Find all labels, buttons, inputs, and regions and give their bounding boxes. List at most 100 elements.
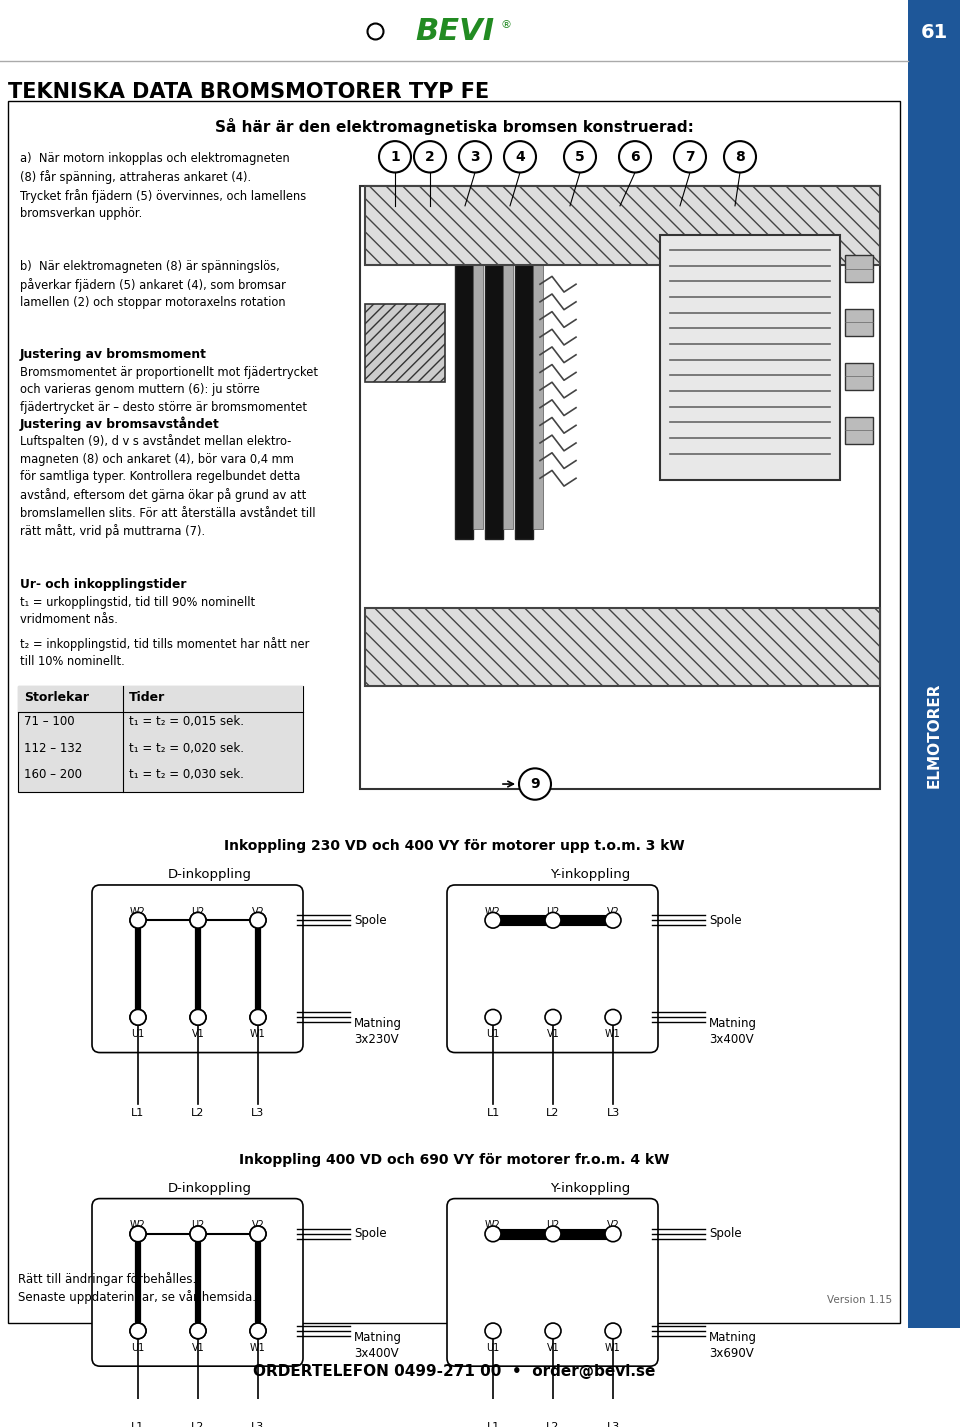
Text: L3: L3 (607, 1109, 619, 1119)
Bar (845, 255, 873, 283)
Bar (845, 417, 873, 444)
Bar (700, 191, 760, 255)
Circle shape (414, 141, 446, 173)
Circle shape (190, 912, 206, 928)
Text: 61: 61 (921, 23, 948, 41)
Text: ®: ® (500, 20, 511, 30)
Bar (380, 191, 440, 255)
FancyBboxPatch shape (447, 885, 658, 1053)
Circle shape (250, 1226, 266, 1241)
Circle shape (605, 912, 621, 928)
Bar (460, 191, 520, 255)
Text: D-inkoppling: D-inkoppling (168, 1182, 252, 1194)
Circle shape (459, 141, 491, 173)
Text: Y-inkoppling: Y-inkoppling (550, 1182, 630, 1194)
Text: Spole: Spole (354, 1227, 387, 1240)
Text: ELMOTORER: ELMOTORER (926, 682, 942, 788)
Circle shape (130, 1226, 146, 1241)
Bar (620, 191, 680, 255)
Text: U1: U1 (487, 1029, 499, 1039)
Text: W1: W1 (605, 1029, 621, 1039)
Text: U2: U2 (191, 1220, 204, 1230)
Text: V1: V1 (546, 1343, 560, 1353)
Text: V2: V2 (252, 1220, 264, 1230)
Text: Inkoppling 230 VD och 400 VY för motorer upp t.o.m. 3 kW: Inkoppling 230 VD och 400 VY för motorer… (224, 839, 684, 853)
Text: 6: 6 (630, 150, 639, 164)
Circle shape (545, 912, 561, 928)
Bar (455, 225, 473, 539)
Text: 7: 7 (685, 150, 695, 164)
Text: V1: V1 (546, 1029, 560, 1039)
FancyBboxPatch shape (447, 1199, 658, 1366)
FancyBboxPatch shape (92, 1199, 303, 1366)
Text: 112 – 132: 112 – 132 (24, 742, 83, 755)
Bar (660, 235, 840, 481)
Text: L2: L2 (546, 1109, 560, 1119)
Circle shape (519, 768, 551, 799)
Bar (8, 101, 900, 1323)
Circle shape (724, 141, 756, 173)
Text: V1: V1 (192, 1343, 204, 1353)
Text: W2: W2 (130, 906, 146, 916)
Circle shape (674, 141, 706, 173)
Circle shape (564, 141, 596, 173)
Circle shape (190, 1323, 206, 1339)
Text: Y-inkoppling: Y-inkoppling (550, 868, 630, 882)
Circle shape (130, 1323, 146, 1339)
Text: 9: 9 (530, 778, 540, 791)
Bar (365, 608, 880, 686)
Circle shape (485, 1323, 501, 1339)
Text: Spole: Spole (709, 1227, 742, 1240)
Bar (540, 191, 600, 255)
Text: 1: 1 (390, 150, 400, 164)
Bar (473, 235, 483, 529)
Text: V2: V2 (607, 906, 619, 916)
Text: t₂ = inkopplingstid, tid tills momentet har nått ner
till 10% nominellt.: t₂ = inkopplingstid, tid tills momentet … (20, 636, 309, 668)
Text: Spole: Spole (354, 913, 387, 926)
Text: t₁ = t₂ = 0,030 sek.: t₁ = t₂ = 0,030 sek. (129, 768, 244, 782)
Text: V1: V1 (192, 1029, 204, 1039)
Circle shape (190, 1323, 206, 1339)
Text: 8: 8 (735, 150, 745, 164)
Text: Matning
3x230V: Matning 3x230V (354, 1017, 402, 1046)
Circle shape (605, 1226, 621, 1241)
Text: W2: W2 (485, 1220, 501, 1230)
Circle shape (190, 1009, 206, 1025)
Circle shape (504, 141, 536, 173)
Bar (515, 225, 533, 539)
Text: 2: 2 (425, 150, 435, 164)
Text: L3: L3 (607, 1423, 619, 1427)
Circle shape (250, 1323, 266, 1339)
Text: Inkoppling 400 VD och 690 VY för motorer fr.o.m. 4 kW: Inkoppling 400 VD och 690 VY för motorer… (239, 1153, 669, 1166)
Circle shape (190, 1226, 206, 1241)
Text: BEVI: BEVI (415, 17, 494, 46)
Text: L2: L2 (546, 1423, 560, 1427)
Circle shape (485, 1009, 501, 1025)
Text: a)  När motorn inkopplas och elektromagneten
(8) får spänning, attraheras ankare: a) När motorn inkopplas och elektromagne… (20, 151, 306, 220)
Circle shape (545, 1226, 561, 1241)
Text: U1: U1 (132, 1029, 145, 1039)
Text: Version 1.15: Version 1.15 (827, 1296, 892, 1306)
Circle shape (130, 1009, 146, 1025)
Text: Ur- och inkopplingstider: Ur- och inkopplingstider (20, 578, 186, 591)
Text: W2: W2 (485, 906, 501, 916)
Circle shape (190, 912, 206, 928)
Text: 5: 5 (575, 150, 585, 164)
Text: L1: L1 (487, 1423, 499, 1427)
Text: 4: 4 (516, 150, 525, 164)
Text: 160 – 200: 160 – 200 (24, 768, 82, 782)
Text: TEKNISKA DATA BROMSMOTORER TYP FE: TEKNISKA DATA BROMSMOTORER TYP FE (8, 83, 490, 103)
Text: 3: 3 (470, 150, 480, 164)
Bar (18, 686, 303, 792)
Bar (908, 0, 960, 1329)
Bar (908, 0, 960, 64)
Text: L1: L1 (132, 1423, 145, 1427)
Text: W1: W1 (251, 1029, 266, 1039)
Circle shape (130, 1323, 146, 1339)
Text: U2: U2 (546, 1220, 560, 1230)
Bar (533, 235, 543, 529)
Circle shape (619, 141, 651, 173)
Circle shape (250, 912, 266, 928)
Bar (365, 304, 445, 382)
Text: Luftspalten (9), d v s avståndet mellan elektro-
magneten (8) och ankaret (4), b: Luftspalten (9), d v s avståndet mellan … (20, 434, 316, 538)
